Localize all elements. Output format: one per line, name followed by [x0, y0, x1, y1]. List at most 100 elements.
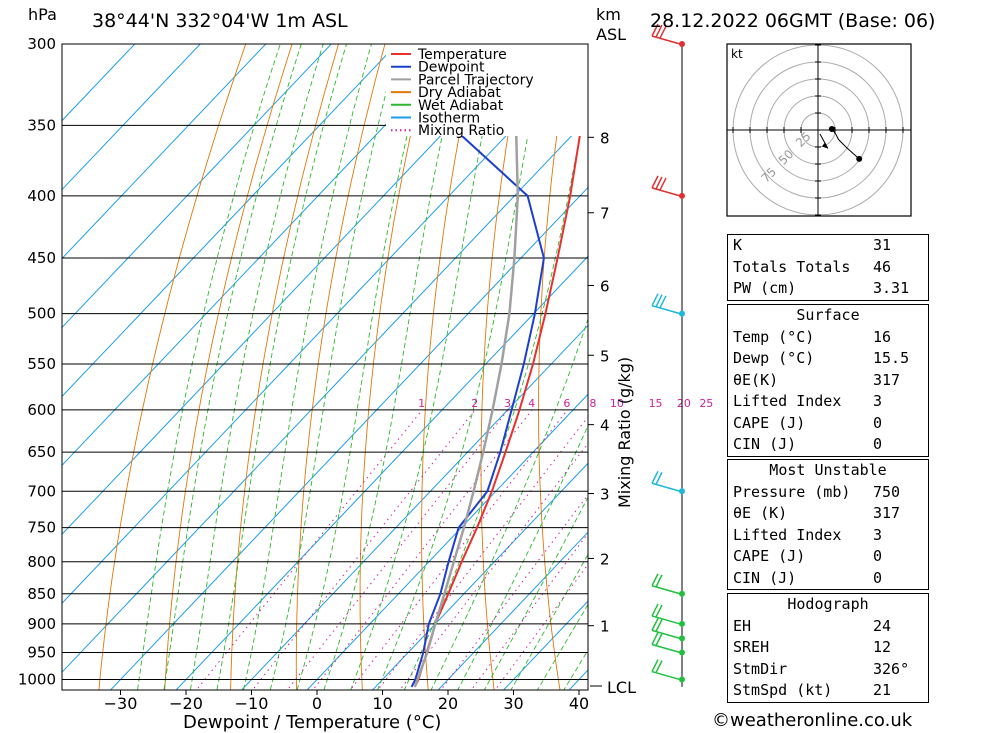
pressure-unit: hPa: [28, 5, 57, 24]
x-axis-label: Dewpoint / Temperature (°C): [183, 712, 441, 733]
surface-row-cape: CAPE (J) 0: [733, 413, 883, 432]
most-unstable-title: Most Unstable: [769, 461, 887, 479]
legend-label: Mixing Ratio: [418, 123, 504, 139]
most-unstable-panel: Most Unstable Pressure (mb) 750 θE (K) 317…: [727, 459, 929, 590]
mixing-ratio-tick-label: 10: [610, 397, 624, 410]
dewpoint-profile: [410, 44, 545, 688]
wind-barb-feather: [651, 293, 659, 306]
surface-title: Surface: [796, 306, 860, 324]
mixing-ratio-tick-label: 1: [418, 397, 425, 410]
km-tick-label: 8: [600, 129, 610, 147]
asl-unit: ASL: [596, 25, 626, 44]
footer-site[interactable]: ©weatheronline.co.uk: [712, 710, 912, 731]
mixing-ratio-line: [399, 442, 588, 690]
wind-level-dot: [679, 41, 685, 47]
x-tick-label: −20: [169, 694, 203, 713]
index-row-totals: Totals Totals 46: [733, 257, 892, 276]
legend-label: Parcel Trajectory: [418, 72, 534, 88]
background-lines: [62, 8, 1000, 706]
mu-row-pressure: Pressure (mb) 750: [733, 482, 901, 501]
mu-row-cin: CIN (J) 0: [733, 568, 883, 587]
plot-frame: [61, 43, 589, 691]
wind-barb-feather: [651, 573, 659, 587]
hodograph-trace: [831, 128, 860, 160]
mixing-ratio-line: [286, 409, 509, 690]
legend-label: Temperature: [417, 47, 507, 63]
dry-adiabat-line: [164, 44, 293, 690]
dry-adiabat-line: [421, 44, 479, 690]
pressure-tick-label: 950: [27, 643, 56, 661]
wind-barb-feather: [651, 470, 659, 484]
mixing-ratio-line: [251, 409, 476, 690]
wet-adiabat-line: [216, 44, 347, 690]
index-row-k: K 31: [733, 236, 892, 254]
isotherm-line: [306, 393, 588, 690]
surface-row-dewp: Dewp (°C) 15.5: [733, 349, 910, 367]
profiles: [410, 44, 588, 688]
mixing-ratio-axis-label: Mixing Ratio (g/kg): [615, 357, 634, 508]
lcl-label: LCL: [607, 678, 636, 697]
mixing-ratio-tick-label: 8: [589, 397, 596, 410]
wet-adiabat-line: [189, 44, 324, 690]
surface-row-temp: Temp (°C) 16: [733, 327, 892, 346]
dry-adiabat-line: [648, 8, 695, 706]
dry-adiabat-line: [98, 44, 247, 690]
wind-level-dot: [679, 676, 685, 683]
wet-adiabat-line: [163, 44, 302, 690]
mixing-ratio-tick-label: 3: [504, 397, 511, 410]
pressure-lines: [62, 43, 588, 681]
pressure-tick-label: 400: [27, 187, 56, 205]
site-link[interactable]: weatheronline.co.uk: [730, 710, 913, 731]
wind-barb-feather: [651, 618, 659, 631]
x-tick-label: 30: [503, 694, 523, 713]
km-unit: km: [596, 5, 621, 24]
wet-adiabat-line: [323, 44, 463, 690]
wind-barb-feather: [651, 659, 659, 672]
mixing-ratio-tick-label: 4: [528, 397, 535, 410]
index-row-pw: PW (cm) 3.31: [733, 279, 910, 297]
wind-barb-feather: [655, 660, 663, 673]
hodo-row-stmspd: StmSpd (kt) 21: [733, 681, 892, 699]
dry-adiabat-line: [359, 44, 432, 690]
km-tick-label: 7: [600, 205, 610, 223]
pressure-tick-label: 750: [27, 519, 56, 537]
storm-motion-arrowhead: [821, 142, 828, 149]
isotherm-line: [62, 44, 201, 191]
mixing-ratio-line: [349, 409, 568, 690]
pressure-tick-label: 1000: [18, 671, 56, 689]
wet-adiabat-line: [243, 44, 372, 690]
wind-barb-staff: [651, 670, 681, 681]
mixing-ratio-line: [470, 532, 588, 690]
wind-barb-feather: [655, 294, 663, 308]
legend-label: Wet Adiabat: [418, 98, 504, 114]
isotherm-line: [62, 44, 332, 329]
mixing-ratio-line: [195, 409, 423, 690]
pressure-tick-label: 650: [27, 443, 56, 461]
x-tick-label: 0: [312, 694, 322, 713]
wind-barb-feather: [655, 472, 663, 485]
x-tick-label: 20: [438, 694, 458, 713]
mu-row-thetae: θE (K) 317: [733, 504, 901, 522]
km-tick-label: 2: [600, 550, 610, 568]
isotherm-line: [371, 462, 588, 690]
isotherm-line: [62, 44, 398, 398]
dry-adiabat-line: [987, 8, 1000, 706]
copyright-icon: ©: [712, 710, 730, 731]
mixing-ratio-line: [312, 409, 533, 690]
x-tick-label: −30: [104, 694, 138, 713]
wet-adiabat-line: [350, 44, 502, 690]
wind-level-dot: [679, 310, 685, 317]
hodo-row-sreh: SREH 12: [733, 638, 892, 656]
pressure-tick-label: 850: [27, 585, 56, 603]
wind-barb-feather: [655, 574, 663, 588]
mixing-ratio-tick-label: 25: [699, 397, 713, 410]
wind-barb-feather: [651, 603, 659, 617]
wind-barb-feather: [655, 619, 663, 632]
wind-level-dot: [679, 649, 685, 656]
hodo-row-stmdir: StmDir 326°: [733, 659, 910, 678]
wind-barb-feather: [655, 176, 663, 190]
pressure-tick-label: 800: [27, 553, 56, 571]
wind-barb-column: [651, 23, 685, 687]
